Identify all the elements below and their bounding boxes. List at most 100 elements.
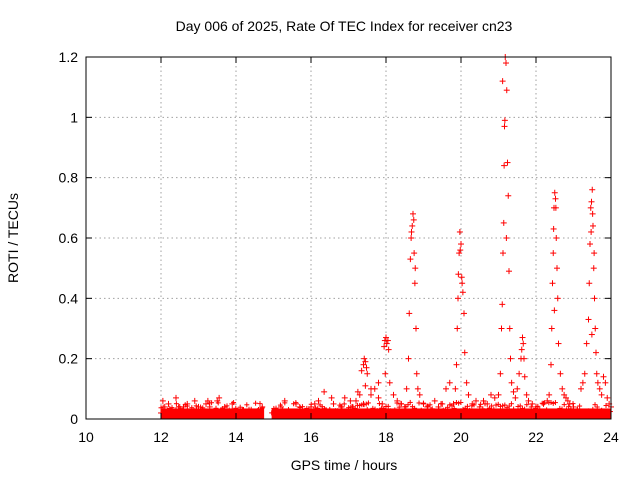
roti-band-marker	[423, 409, 429, 415]
roti-point	[411, 280, 418, 287]
roti-point	[503, 87, 510, 94]
roti-point	[321, 388, 328, 395]
roti-band-marker	[407, 399, 413, 405]
roti-point	[579, 379, 586, 386]
roti-point	[300, 409, 307, 416]
roti-point	[161, 403, 168, 410]
roti-band-marker	[158, 405, 164, 411]
roti-band-marker	[204, 409, 210, 415]
roti-band-marker	[315, 405, 321, 411]
roti-band-marker	[522, 406, 528, 412]
roti-band-marker	[559, 406, 565, 412]
roti-point	[593, 370, 600, 377]
roti-point	[518, 346, 525, 353]
roti-point	[585, 316, 592, 323]
roti-band-marker	[273, 405, 279, 411]
roti-point	[521, 373, 528, 380]
roti-point	[561, 391, 568, 398]
roti-point	[506, 268, 512, 275]
roti-point	[345, 406, 352, 413]
chart-title: Day 006 of 2025, Rate Of TEC Index for r…	[176, 18, 513, 34]
roti-band-marker	[500, 403, 506, 409]
roti-point	[456, 250, 463, 257]
roti-point	[328, 394, 335, 401]
roti-point	[499, 78, 506, 85]
roti-point	[563, 394, 569, 401]
roti-point	[386, 379, 393, 386]
y-tick-label: 0.4	[59, 290, 79, 306]
roti-band-marker	[390, 410, 396, 416]
roti-point	[554, 265, 560, 272]
roti-point	[361, 355, 368, 362]
roti-band-marker	[233, 405, 239, 411]
roti-point	[206, 409, 213, 416]
roti-point	[383, 340, 390, 347]
roti-point	[570, 403, 577, 410]
y-tick-label: 0.2	[59, 351, 79, 367]
roti-point	[548, 325, 555, 332]
roti-band-marker	[511, 406, 517, 412]
roti-point	[356, 391, 363, 398]
roti-point	[240, 406, 247, 413]
roti-point	[383, 334, 389, 341]
roti-point	[548, 361, 554, 368]
roti-point	[551, 189, 558, 196]
roti-point	[559, 385, 566, 392]
roti-point	[521, 355, 527, 362]
roti-point	[398, 400, 404, 407]
roti-point	[458, 274, 465, 281]
roti-point	[564, 397, 571, 404]
roti-point	[600, 373, 607, 380]
roti-band-marker	[244, 402, 250, 408]
roti-point	[550, 225, 557, 232]
roti-point	[455, 271, 462, 278]
roti-band-marker	[357, 403, 363, 409]
roti-band-marker	[524, 402, 530, 408]
roti-band-marker	[365, 400, 371, 406]
roti-point	[381, 343, 388, 350]
roti-point	[315, 397, 322, 404]
roti-band-marker	[412, 405, 418, 411]
roti-point	[598, 391, 605, 398]
roti-band-marker	[493, 402, 499, 408]
roti-point	[540, 400, 547, 407]
x-tick-label: 12	[153, 429, 169, 445]
roti-point	[520, 340, 527, 347]
roti-point	[319, 406, 326, 413]
roti-point	[347, 397, 354, 404]
roti-band-marker	[189, 405, 195, 411]
roti-point	[596, 385, 603, 392]
roti-band-marker	[396, 404, 402, 410]
roti-point	[407, 256, 414, 263]
roti-point	[551, 307, 558, 314]
roti-point	[382, 370, 389, 377]
roti-point	[296, 403, 303, 410]
y-tick-label: 0.6	[59, 230, 79, 246]
roti-dense-band	[271, 408, 611, 419]
roti-band-marker	[434, 409, 440, 415]
roti-point	[591, 295, 598, 302]
roti-point	[171, 409, 178, 416]
roti-point	[326, 406, 333, 413]
roti-point	[229, 406, 236, 413]
roti-point	[410, 216, 417, 223]
roti-point	[308, 403, 314, 410]
roti-point	[431, 397, 438, 404]
roti-point	[360, 400, 367, 407]
roti-point	[544, 397, 551, 404]
roti-point	[533, 403, 539, 410]
roti-point	[221, 403, 228, 410]
roti-point	[512, 394, 519, 401]
roti-point	[165, 400, 172, 407]
roti-point	[461, 349, 468, 356]
roti-point	[159, 397, 166, 404]
roti-point	[180, 403, 187, 410]
roti-point	[338, 403, 344, 410]
roti-band-marker	[489, 403, 495, 409]
roti-point	[405, 355, 412, 362]
roti-point	[368, 391, 374, 398]
roti-point	[413, 370, 420, 377]
roti-band-marker	[401, 409, 407, 415]
roti-point	[500, 219, 507, 226]
